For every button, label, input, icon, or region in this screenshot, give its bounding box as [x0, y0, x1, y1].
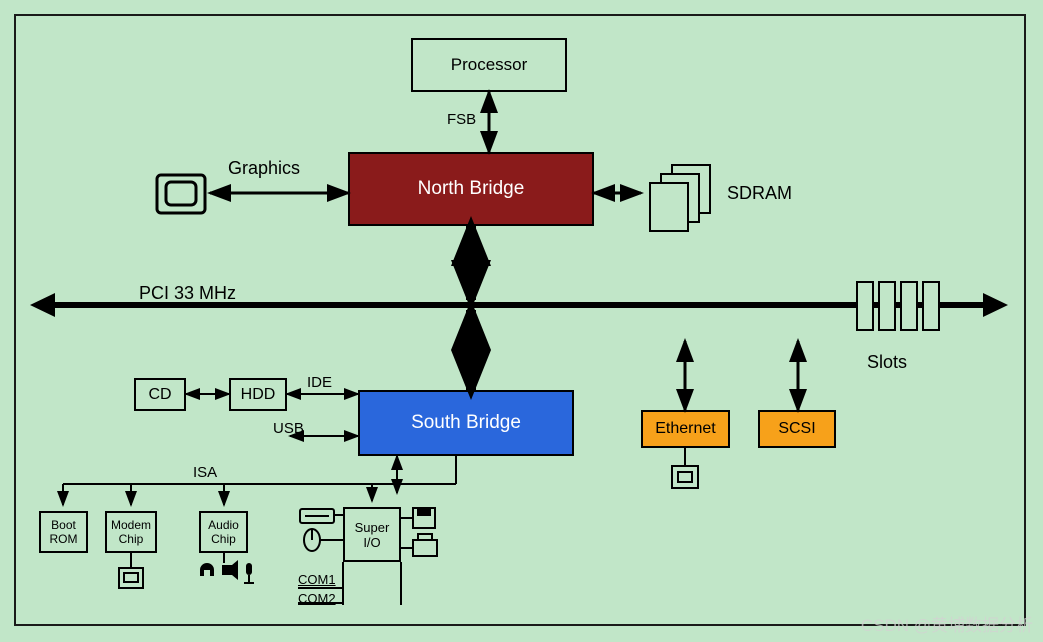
hdd-label: HDD: [241, 386, 276, 404]
south-bridge-label: South Bridge: [411, 412, 521, 434]
sdram-label: SDRAM: [727, 183, 792, 204]
fsb-label: FSB: [447, 111, 476, 128]
north-bridge-box: North Bridge: [348, 152, 594, 226]
processor-label: Processor: [451, 55, 528, 75]
hdd-box: HDD: [229, 378, 287, 411]
pci-bus-label: PCI 33 MHz: [139, 283, 236, 304]
cd-label: CD: [148, 386, 171, 404]
slots-label: Slots: [867, 352, 907, 373]
modem-chip-box: Modem Chip: [105, 511, 157, 553]
scsi-label: SCSI: [778, 420, 815, 438]
north-bridge-label: North Bridge: [418, 178, 525, 200]
super-io-box: Super I/O: [343, 507, 401, 562]
super-io-label: Super I/O: [355, 520, 390, 550]
scsi-box: SCSI: [758, 410, 836, 448]
watermark-text: CSDN @黄埔数据分析: [861, 611, 1033, 636]
usb-label: USB: [273, 420, 304, 437]
processor-box: Processor: [411, 38, 567, 92]
com2-label: COM2: [298, 591, 336, 606]
audio-chip-box: Audio Chip: [199, 511, 248, 553]
ethernet-box: Ethernet: [641, 410, 730, 448]
cd-box: CD: [134, 378, 186, 411]
isa-label: ISA: [193, 464, 217, 481]
ethernet-label: Ethernet: [655, 420, 715, 438]
audio-chip-label: Audio Chip: [208, 518, 239, 546]
boot-rom-label: Boot ROM: [50, 518, 78, 546]
graphics-label: Graphics: [228, 158, 300, 179]
diagram-frame: [14, 14, 1026, 626]
modem-chip-label: Modem Chip: [111, 518, 151, 546]
com1-label: COM1: [298, 572, 336, 587]
south-bridge-box: South Bridge: [358, 390, 574, 456]
diagram-canvas: Processor North Bridge South Bridge Ethe…: [0, 0, 1043, 642]
boot-rom-box: Boot ROM: [39, 511, 88, 553]
ide-label: IDE: [307, 374, 332, 391]
